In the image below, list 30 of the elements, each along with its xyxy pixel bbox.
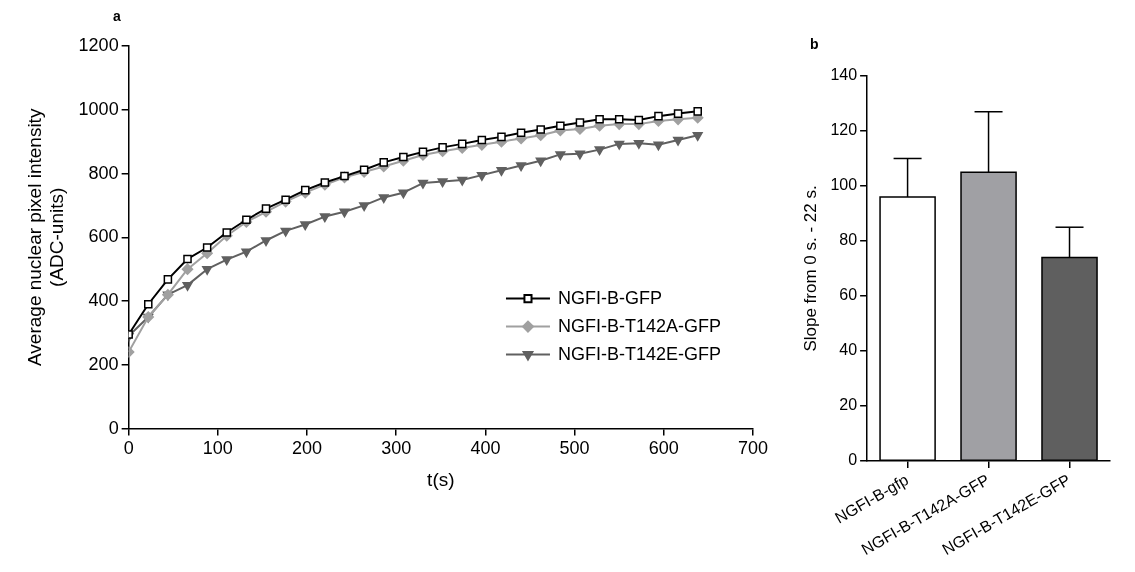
legend-label: NGFI-B-GFP bbox=[557, 287, 662, 308]
x-tick-label: 100 bbox=[202, 438, 233, 459]
x-tick-label: 200 bbox=[292, 438, 323, 459]
y-tick-label: 1000 bbox=[78, 98, 119, 119]
x-tick-label: 500 bbox=[559, 438, 590, 459]
y-tick-label: 1200 bbox=[78, 34, 119, 55]
y-tick-label: 120 bbox=[830, 121, 858, 139]
x-tick-label: 600 bbox=[648, 438, 679, 459]
x-tick-label: 400 bbox=[470, 438, 501, 459]
y-tick-label: 100 bbox=[830, 176, 858, 194]
y-axis-title: Average nuclear pixel intensity (ADC-units) bbox=[23, 108, 68, 366]
x-axis-title: t(s) bbox=[427, 468, 455, 490]
y-tick-label: 60 bbox=[839, 286, 858, 304]
legend-label: NGFI-B-T142E-GFP bbox=[557, 343, 722, 364]
y-tick-label: 800 bbox=[88, 162, 119, 183]
y-tick-label: 140 bbox=[830, 66, 858, 84]
y-axis-title: Slope from 0 s. - 22 s. bbox=[800, 185, 820, 352]
legend-label: NGFI-B-T142A-GFP bbox=[557, 315, 722, 336]
y-tick-label: 80 bbox=[839, 231, 858, 249]
text: b bbox=[810, 36, 819, 52]
y-tick-label: 400 bbox=[88, 290, 119, 311]
text: a bbox=[113, 8, 121, 24]
y-tick-label: 600 bbox=[88, 226, 119, 247]
y-tick-label: 40 bbox=[839, 341, 858, 359]
y-tick-label: 20 bbox=[839, 396, 858, 414]
x-tick-label: 0 bbox=[123, 438, 134, 459]
y-tick-label: 200 bbox=[88, 353, 119, 374]
y-tick-label: 0 bbox=[108, 417, 119, 438]
x-tick-label: 300 bbox=[381, 438, 412, 459]
x-tick-label: 700 bbox=[737, 438, 769, 459]
